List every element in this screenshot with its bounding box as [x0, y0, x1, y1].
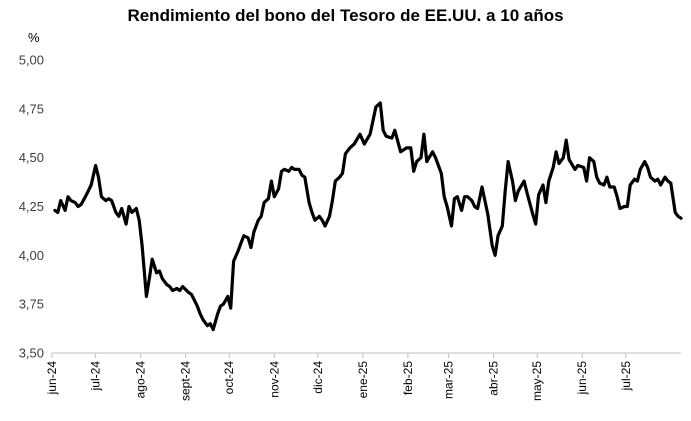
- y-tick-label: 4,00: [19, 248, 44, 263]
- x-tick-label: abr-25: [487, 361, 501, 396]
- yield-series-line: [53, 101, 683, 332]
- x-tick-label: jun-25: [575, 361, 589, 396]
- chart-title: Rendimiento del bono del Tesoro de EE.UU…: [127, 6, 564, 25]
- x-tick-label: jul-24: [89, 361, 103, 392]
- y-tick-label: 4,25: [19, 199, 44, 214]
- y-tick-label: 4,75: [19, 101, 44, 116]
- x-tick-label: oct-24: [222, 361, 236, 395]
- x-tick-label: mar-25: [442, 361, 456, 399]
- x-tick-label: dic-24: [311, 361, 325, 394]
- x-tick-label: jun-24: [45, 361, 59, 396]
- y-axis-unit-label: %: [28, 30, 40, 45]
- x-tick-label: jul-25: [619, 361, 633, 392]
- x-tick-label: sept-24: [179, 361, 193, 401]
- x-tick-label: may-25: [530, 361, 544, 401]
- x-tick-label: feb-25: [401, 361, 415, 395]
- y-tick-label: 3,75: [19, 297, 44, 312]
- y-tick-label: 3,50: [19, 346, 44, 361]
- x-tick-label: ago-24: [134, 361, 148, 399]
- x-tick-label: ene-25: [356, 361, 370, 399]
- x-tick-label: nov-24: [267, 361, 281, 398]
- y-tick-label: 5,00: [19, 53, 44, 68]
- y-tick-label: 4,50: [19, 150, 44, 165]
